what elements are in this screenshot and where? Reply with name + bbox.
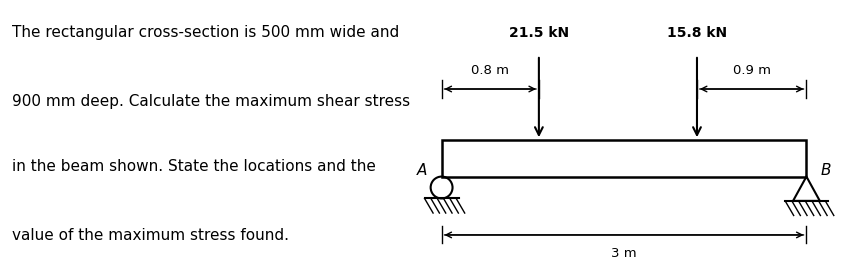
Text: The rectangular cross-section is 500 mm wide and: The rectangular cross-section is 500 mm … xyxy=(12,25,400,40)
Text: 0.8 m: 0.8 m xyxy=(471,64,509,77)
Text: 0.9 m: 0.9 m xyxy=(733,64,771,77)
Text: in the beam shown. State the locations and the: in the beam shown. State the locations a… xyxy=(12,159,376,174)
Text: 900 mm deep. Calculate the maximum shear stress: 900 mm deep. Calculate the maximum shear… xyxy=(12,94,410,109)
Text: value of the maximum stress found.: value of the maximum stress found. xyxy=(12,228,290,243)
Text: 3 m: 3 m xyxy=(611,247,637,260)
Text: B: B xyxy=(821,163,831,178)
Bar xyxy=(441,140,807,177)
Text: 15.8 kN: 15.8 kN xyxy=(667,26,727,40)
Text: 21.5 kN: 21.5 kN xyxy=(509,26,569,40)
Text: A: A xyxy=(417,163,427,178)
